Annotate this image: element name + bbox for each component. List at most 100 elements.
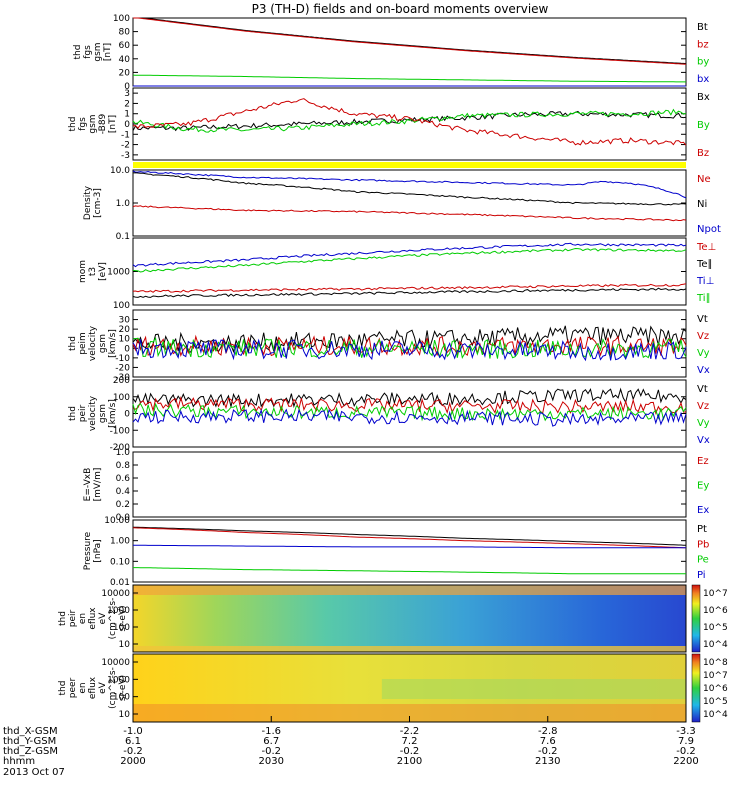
quality-flag-bar (133, 162, 686, 168)
ylabel-line: Density (83, 185, 93, 220)
ytick-label: 10000 (101, 589, 130, 599)
ytick-label: -20 (115, 363, 130, 373)
legend-Ne: Ne (697, 174, 711, 185)
series-Bz (132, 98, 687, 146)
series-Te⊥ (132, 283, 687, 293)
series-Vt (132, 387, 687, 409)
legend-Pt: Pt (697, 524, 707, 535)
legend-Te∥: Te∥ (696, 259, 713, 270)
legend-Vt: Vt (697, 384, 708, 395)
legend-Te⊥: Te⊥ (696, 242, 716, 253)
footer-value: -2.2 (400, 726, 420, 737)
colorbar (691, 584, 701, 653)
panel-density: Density [cm-3] 0.1 1.0 10.0 Ne Ni Npot (83, 166, 721, 242)
ytick-label: -2 (121, 141, 130, 151)
spectrogram (133, 585, 686, 652)
footer-value: 6.7 (263, 736, 279, 747)
ytick-label: 1000 (107, 268, 130, 278)
ytick-label: 0.01 (110, 578, 130, 588)
ytick-label: 0.8 (116, 461, 131, 471)
ytick-label: 0 (124, 120, 130, 130)
ytick-label: 10.0 (110, 166, 130, 176)
ylabel-line: en (78, 682, 88, 693)
legend-By: By (697, 120, 710, 131)
time-axis-footer: thd_X-GSM -1.0 -1.6 -2.2 -2.8 -3.3 thd_Y-GSM 6.… (3, 716, 699, 767)
ytick-label: -30 (115, 373, 130, 383)
series-Ni (132, 172, 687, 206)
ylabel-line: [nPa] (93, 539, 103, 562)
ytick-label: 100 (113, 14, 130, 24)
legend-Vt: Vt (697, 314, 708, 325)
panel-frame (132, 17, 687, 87)
ylabel-line: fgs (78, 117, 88, 131)
figure-title: P3 (TH-D) fields and on-board moments ov… (252, 2, 549, 16)
ytick-label: 100 (113, 301, 130, 311)
ylabel-line: -B89 (98, 113, 108, 134)
ytick-label: 20 (119, 68, 131, 78)
legend-by: by (697, 57, 709, 68)
ytick-label: 80 (119, 28, 131, 38)
footer-value: 2030 (259, 756, 284, 767)
panel-frame (132, 451, 687, 518)
panel-peim_velocity_gsm: thd peim velocity gsm [km/s] -30-20-100102030… (68, 309, 710, 383)
legend-Pe: Pe (697, 555, 709, 566)
panel-frame (132, 87, 687, 161)
legend-Vz: Vz (697, 331, 709, 342)
footer-value: 7.9 (678, 736, 694, 747)
footer-value: -0.2 (676, 746, 696, 757)
series-Bt (133, 17, 687, 65)
panel-peer_en_eflux: thd peer en eflux eV (cm^2-s-sr-eV) 10 100 1000 1… (58, 653, 728, 723)
ytick-label: 10.00 (104, 516, 130, 526)
legend-Ez: Ez (697, 456, 709, 467)
ylabel-line: (cm^2-s- (108, 598, 118, 640)
series-Te∥ (132, 287, 687, 298)
panel-efield: E=-VxB [mV/m] 0.0 0.2 0.4 0.6 0.8 1.0 Ez Ey Ex (83, 448, 709, 523)
colorbar-label: 10^4 (703, 710, 728, 720)
spectrogram-band (133, 585, 686, 595)
series-Vx (132, 338, 687, 362)
panel-frame (132, 584, 687, 653)
legend-Ex: Ex (697, 505, 709, 516)
ytick-label: 1.0 (116, 199, 131, 209)
ylabel-line: velocity (88, 395, 98, 431)
series-Vz (132, 396, 687, 415)
series-Pb (132, 527, 687, 549)
legend-Pb: Pb (697, 539, 709, 550)
ytick-label: -200 (110, 443, 131, 453)
series-Pe (133, 567, 686, 575)
ylabel-line: peim (78, 332, 88, 355)
ylabel-line: gsm (88, 114, 98, 133)
ylabel-line: gsm (98, 334, 108, 353)
ylabel-line: [km/s] (108, 399, 118, 428)
footer-value: 2200 (673, 756, 698, 767)
ytick-label: 40 (119, 55, 131, 65)
colorbar-label: 10^7 (703, 671, 728, 681)
ylabel-line: [nT] (108, 115, 118, 133)
ylabel-line: thd (68, 336, 78, 351)
ylabel-line: E=-VxB (83, 468, 93, 502)
legend-Vy: Vy (697, 418, 710, 429)
ylabel-line: sr-eV) (118, 675, 128, 701)
ylabel-line: thd (73, 45, 83, 60)
ytick-label: 60 (119, 41, 131, 51)
ytick-label: 10 (119, 710, 131, 720)
panel-temps: mom t3 [eV] 100 1000 Te⊥ Te∥ Ti⊥ Ti∥ (78, 237, 716, 311)
panel-frame (132, 237, 687, 306)
ytick-label: 100 (113, 693, 130, 703)
ytick-label: 20 (119, 325, 131, 335)
colorbar-label: 10^7 (703, 589, 728, 599)
colorbar-label: 10^6 (703, 684, 728, 694)
series-Vx (132, 408, 687, 427)
series-Ti⊥ (132, 242, 687, 268)
footer-value: -0.2 (400, 746, 420, 757)
ylabel-line: [mV/m] (93, 468, 103, 502)
ytick-label: 0 (124, 410, 130, 420)
series-bz (133, 17, 687, 65)
legend-Bt: Bt (697, 22, 708, 33)
ylabel-line: mom (78, 260, 88, 283)
date-label: 2013 Oct 07 (3, 767, 65, 778)
colorbar-label: 10^8 (703, 658, 728, 668)
ytick-label: 100 (113, 393, 130, 403)
